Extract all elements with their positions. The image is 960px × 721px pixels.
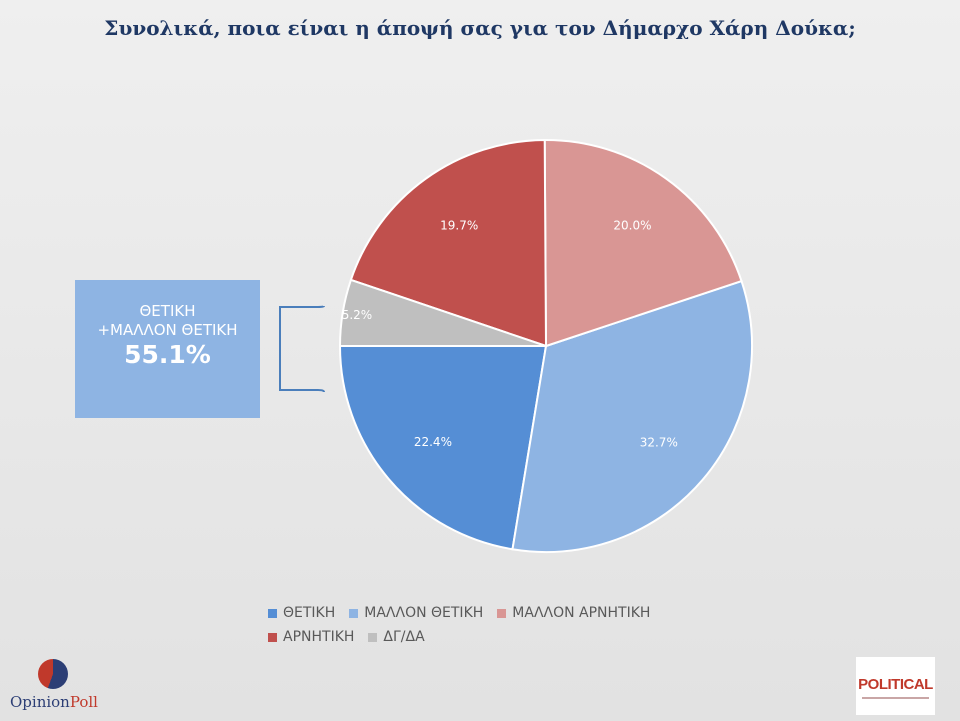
legend-swatch: [368, 632, 378, 642]
legend-item: ΘΕΤΙΚΗ: [268, 605, 335, 621]
opinionpoll-logo-text: OpinionPoll: [10, 693, 98, 711]
pie-slice-labels: 22.4% 32.7% 20.0% 19.7% 5.2%: [342, 218, 678, 449]
opinionpoll-logo: OpinionPoll: [10, 656, 120, 716]
pie-slice-label: 19.7%: [440, 219, 478, 233]
summary-label-line1: ΘΕΤΙΚΗ: [139, 302, 196, 320]
political-logo-tagline-icon: [862, 697, 929, 699]
legend-row: ΘΕΤΙΚΗ ΜΑΛΛΟΝ ΘΕΤΙΚΗ ΜΑΛΛΟΝ ΑΡΝΗΤΙΚΗ: [268, 601, 708, 625]
summary-bracket: [279, 305, 325, 393]
political-logo-text: POLITICAL: [858, 676, 933, 693]
pie-slice-label: 5.2%: [342, 308, 373, 322]
summary-callout: ΘΕΤΙΚΗ +ΜΑΛΛΟΝ ΘΕΤΙΚΗ 55.1%: [75, 280, 260, 418]
legend-item: ΜΑΛΛΟΝ ΑΡΝΗΤΙΚΗ: [497, 605, 650, 621]
legend-item: ΔΓ/ΔΑ: [368, 629, 425, 645]
legend-swatch: [268, 608, 277, 618]
legend-label: ΘΕΤΙΚΗ: [283, 605, 336, 621]
legend-item: ΜΑΛΛΟΝ ΘΕΤΙΚΗ: [349, 605, 483, 621]
pie-slice: [338, 345, 548, 551]
pie-slices: [338, 138, 753, 553]
pie-slice-label: 22.4%: [414, 435, 452, 449]
pie-slice-label: 32.7%: [640, 435, 678, 449]
legend-label: ΜΑΛΛΟΝ ΑΡΝΗΤΙΚΗ: [512, 605, 651, 621]
summary-label-line2: +ΜΑΛΛΟΝ ΘΕΤΙΚΗ: [97, 321, 238, 339]
summary-value: 55.1%: [124, 340, 211, 369]
pie-slice: [511, 279, 753, 553]
legend-row: ΑΡΝΗΤΙΚΗ ΔΓ/ΔΑ: [268, 625, 708, 649]
political-logo: POLITICAL: [856, 657, 935, 715]
legend-label: ΔΓ/ΔΑ: [383, 629, 425, 645]
pie-slice: [338, 278, 547, 347]
legend-label: ΑΡΝΗΤΙΚΗ: [283, 629, 355, 645]
opinionpoll-logo-icon: [38, 659, 68, 689]
pie-slice-label: 20.0%: [613, 218, 651, 232]
chart-legend: ΘΕΤΙΚΗ ΜΑΛΛΟΝ ΘΕΤΙΚΗ ΜΑΛΛΟΝ ΑΡΝΗΤΙΚΗ ΑΡΝ…: [268, 601, 708, 649]
pie-slice: [543, 139, 743, 348]
legend-swatch: [268, 632, 277, 642]
legend-label: ΜΑΛΛΟΝ ΘΕΤΙΚΗ: [364, 605, 484, 621]
legend-swatch: [497, 608, 507, 618]
legend-item: ΑΡΝΗΤΙΚΗ: [268, 629, 354, 645]
pie-slice: [349, 138, 548, 348]
legend-swatch: [349, 608, 359, 618]
chart-title: Συνολικά, ποια είναι η άποψή σας για τον…: [104, 16, 856, 40]
